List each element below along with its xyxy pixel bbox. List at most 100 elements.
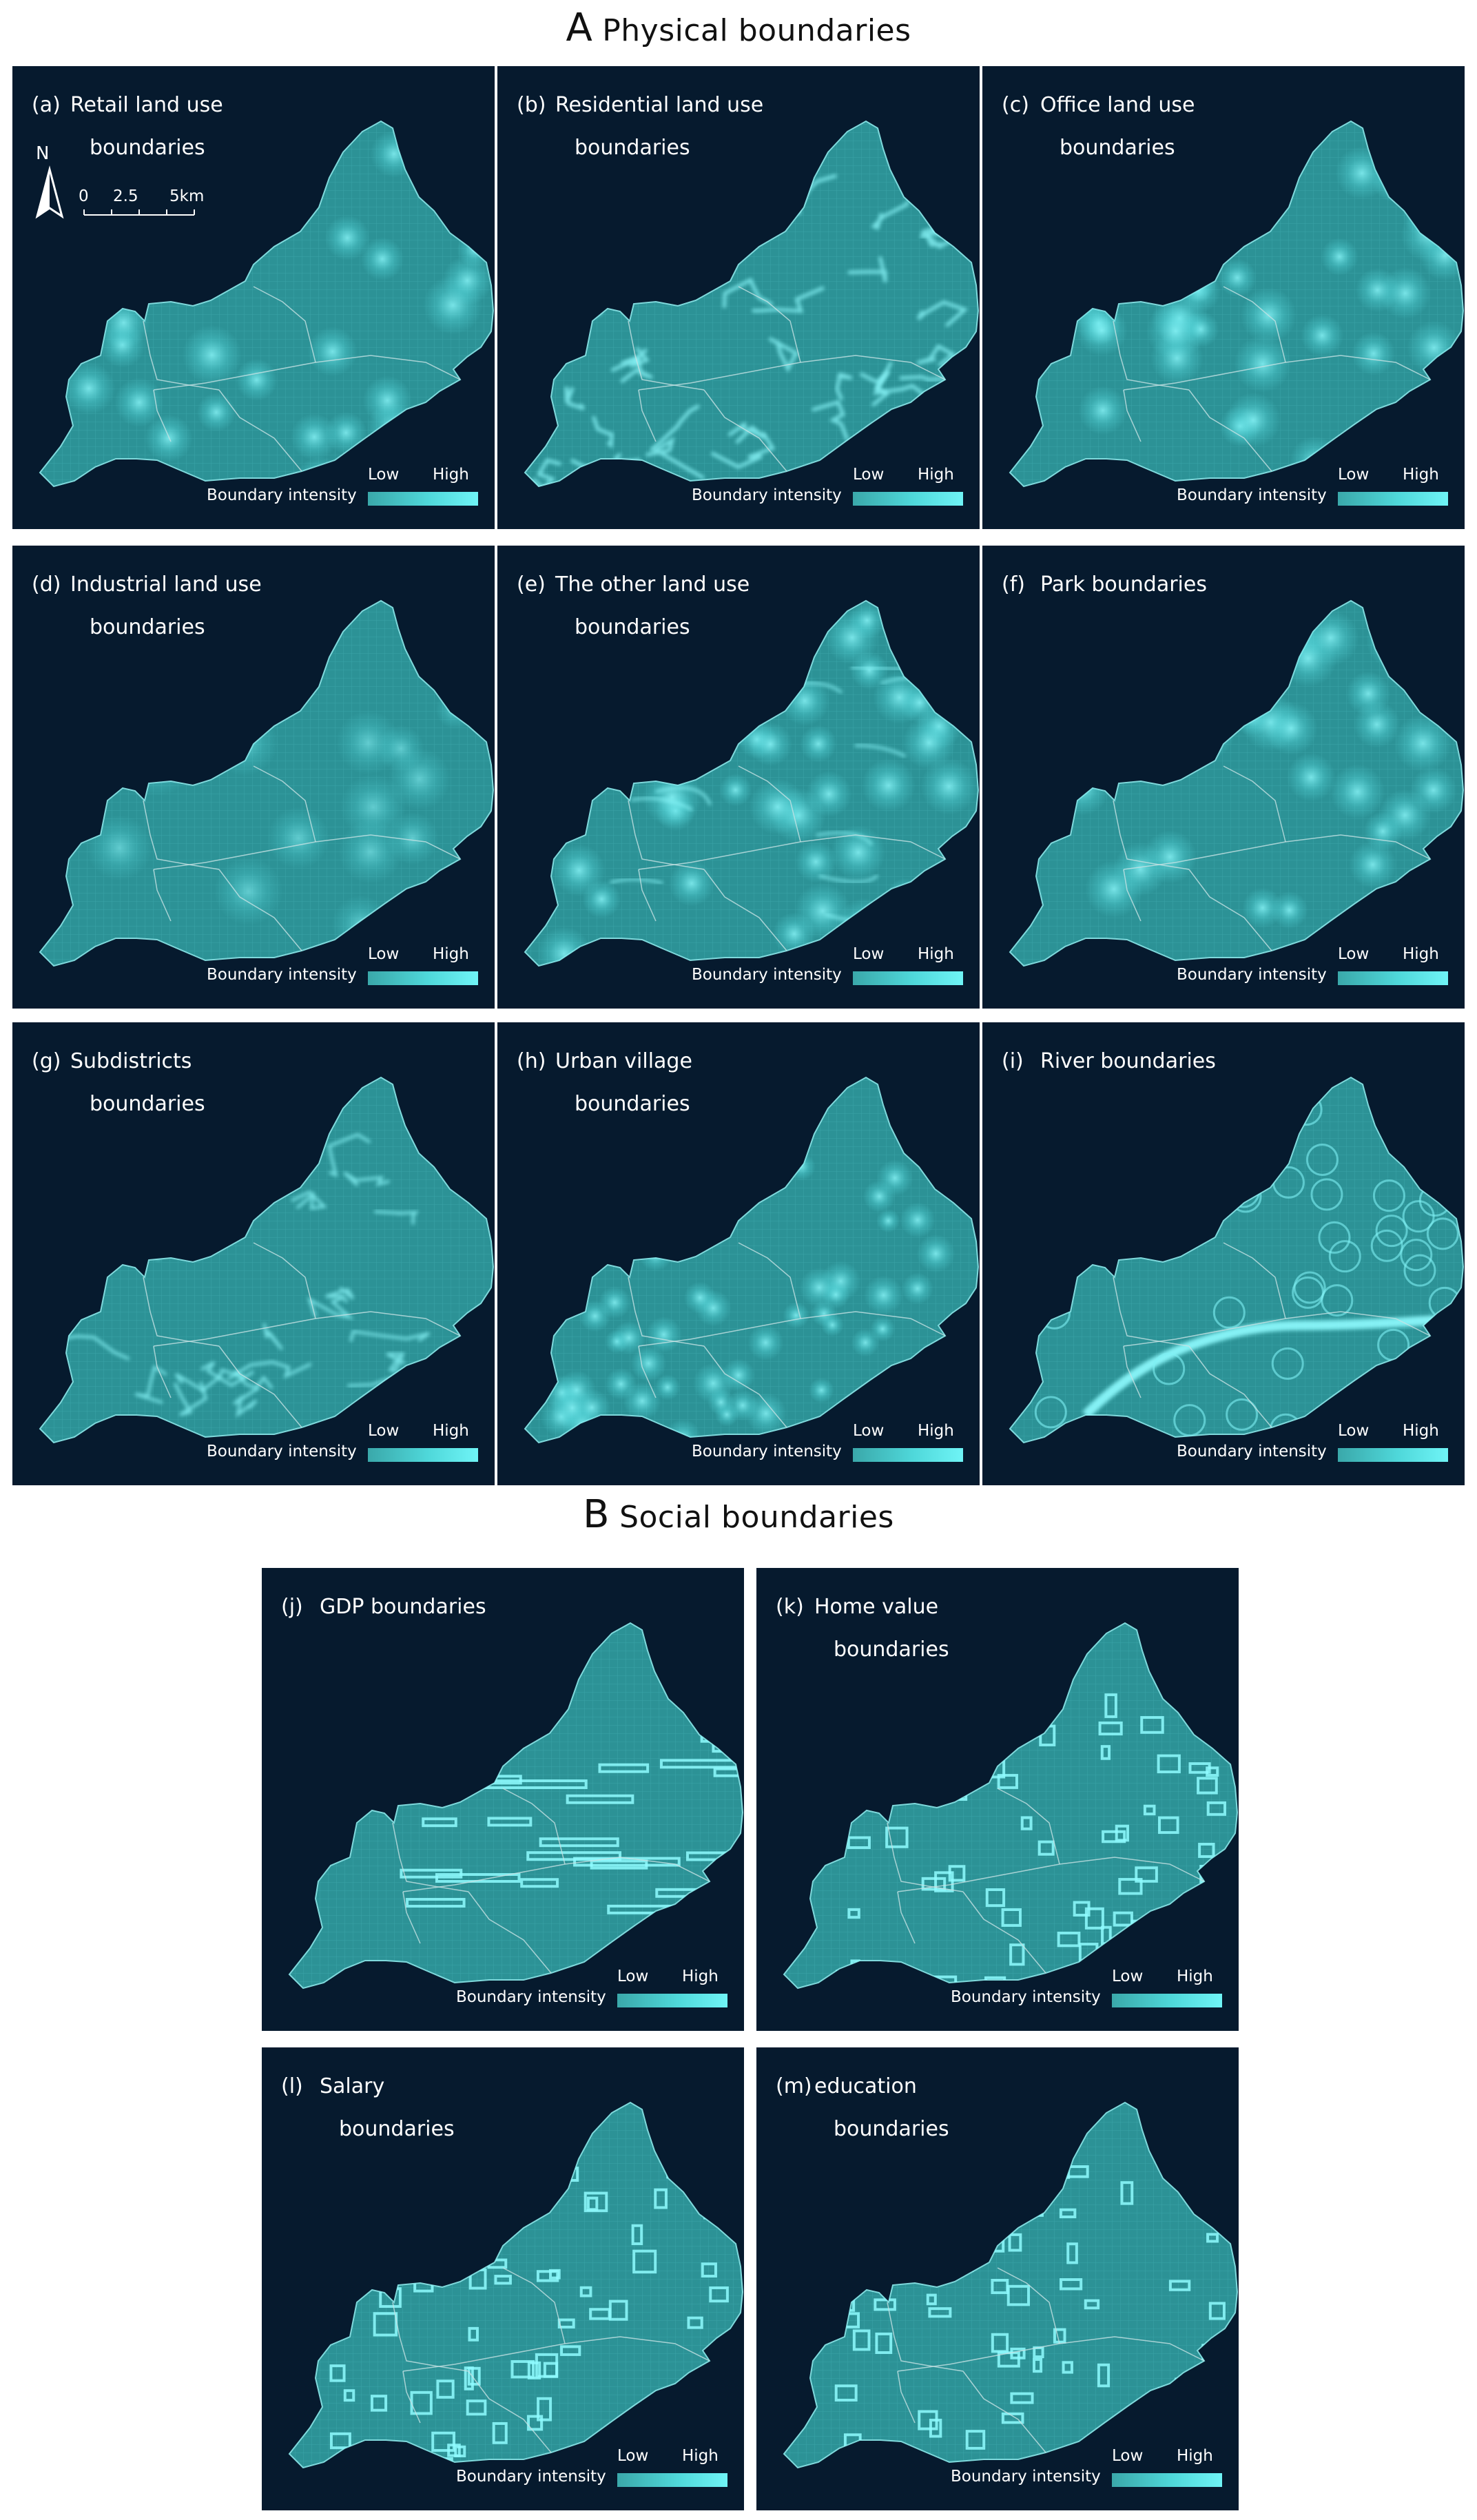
intensity-cell xyxy=(487,1817,533,1827)
panel-label: (k) Home value boundaries xyxy=(776,1586,949,1671)
panel-tag: (b) xyxy=(517,93,546,117)
intensity-cell xyxy=(329,2432,351,2450)
boundary-line xyxy=(349,1330,431,1342)
intensity-blob xyxy=(1351,331,1396,376)
intensity-blob xyxy=(547,1142,590,1184)
panel-title-line1: education xyxy=(814,2074,917,2098)
intensity-cell xyxy=(1201,2344,1226,2361)
district-boundary xyxy=(1223,1242,1286,1319)
intensity-cell xyxy=(1028,2194,1044,2217)
intensity-ring xyxy=(1292,1276,1325,1309)
legend-high-label: High xyxy=(918,945,954,963)
intensity-blob xyxy=(42,291,91,340)
intensity-cell xyxy=(1084,1907,1104,1930)
boundary-line xyxy=(883,406,964,449)
study-area-map xyxy=(524,120,980,488)
intensity-cell xyxy=(436,2379,455,2399)
panel-title-line2: boundaries xyxy=(90,615,205,639)
map-panel-park: (f) Park boundaries Low High Boundary intens… xyxy=(982,546,1465,1009)
intensity-blob xyxy=(1179,703,1236,760)
panel-tag: (h) xyxy=(517,1049,546,1073)
intensity-blob xyxy=(668,860,715,907)
intensity-cell xyxy=(439,2457,453,2468)
intensity-cell xyxy=(985,1888,1006,1908)
intensity-cell xyxy=(422,1817,457,1828)
district-boundary xyxy=(218,389,302,472)
district-boundary xyxy=(253,1242,316,1319)
intensity-cell xyxy=(1201,1912,1214,1923)
intensity-cell xyxy=(1158,1816,1179,1835)
intensity-blob xyxy=(386,812,439,865)
intensity-cell xyxy=(1094,2441,1108,2452)
panel-title-line2: boundaries xyxy=(339,2117,455,2141)
intensity-cell xyxy=(1060,2278,1083,2291)
panel-tag: (c) xyxy=(1002,93,1029,117)
intensity-blob xyxy=(584,708,643,767)
legend-title: Boundary intensity xyxy=(207,966,357,984)
intensity-blob xyxy=(946,1088,978,1127)
intensity-blob xyxy=(747,1324,784,1361)
boundary-line xyxy=(630,796,693,812)
intensity-blob xyxy=(623,1381,661,1421)
intensity-blob xyxy=(1179,623,1239,683)
intensity-cell xyxy=(583,2191,608,2213)
intensity-blob xyxy=(920,1392,952,1423)
legend-title: Boundary intensity xyxy=(692,486,842,504)
legend-title: Boundary intensity xyxy=(1177,486,1327,504)
intensity-cell xyxy=(464,2366,474,2390)
legend-color-bar xyxy=(1112,2473,1222,2487)
intensity-blob xyxy=(710,688,756,732)
legend-title: Boundary intensity xyxy=(207,486,357,504)
intensity-cell xyxy=(991,2333,1009,2353)
intensity-cell xyxy=(1057,1931,1081,1948)
intensity-cell xyxy=(832,2251,856,2268)
intensity-cell xyxy=(1100,1745,1111,1760)
section-letter: A xyxy=(566,6,593,50)
intensity-cell xyxy=(874,2298,896,2311)
study-area-map xyxy=(1009,599,1465,967)
intensity-cell xyxy=(1020,1816,1033,1830)
district-boundary xyxy=(502,2267,566,2344)
intensity-cell xyxy=(549,2269,561,2280)
intensity-cell xyxy=(1066,2242,1078,2264)
intensity-cell xyxy=(537,2397,552,2421)
intensity-cell xyxy=(490,2198,515,2218)
intensity-cell xyxy=(936,1762,957,1779)
legend-high-label: High xyxy=(1403,466,1439,484)
boundary-line xyxy=(231,1175,256,1202)
intensity-cell xyxy=(386,1764,495,1775)
intensity-blob xyxy=(1302,610,1359,667)
map-panel-home-value: (k) Home value boundaries Low High Boundary i… xyxy=(756,1568,1239,2031)
intensity-cell xyxy=(703,2204,718,2220)
intensity-blob xyxy=(582,880,621,919)
district-boundary xyxy=(468,2371,552,2453)
intensity-blob xyxy=(645,1316,682,1353)
intensity-blob xyxy=(585,1177,610,1203)
intensity-blob xyxy=(40,801,84,850)
boundary-line xyxy=(916,344,957,367)
intensity-blob xyxy=(572,1388,611,1427)
intensity-cell xyxy=(539,1837,619,1848)
intensity-cell xyxy=(1073,1901,1091,1917)
intensity-cell xyxy=(630,2428,648,2445)
panel-title-line2: boundaries xyxy=(90,136,205,160)
section-title-social: B Social boundaries xyxy=(0,1492,1477,1537)
panel-tag: (k) xyxy=(776,1595,804,1619)
intensity-cell xyxy=(1006,2284,1031,2306)
boundary-line xyxy=(705,165,735,192)
study-area-map xyxy=(39,120,495,488)
legend-title: Boundary intensity xyxy=(456,2468,606,2486)
intensity-cell xyxy=(431,2431,456,2452)
boundary-line xyxy=(531,458,561,486)
intensity-ring xyxy=(1375,1215,1408,1248)
intensity-cell xyxy=(348,2281,362,2300)
map-panel-other: (e) The other land use boundaries Low High Bo… xyxy=(497,546,980,1009)
intensity-blob xyxy=(1330,764,1385,820)
panel-tag: (j) xyxy=(281,1595,303,1619)
intensity-blob xyxy=(749,778,806,836)
intensity-cell xyxy=(701,2262,717,2278)
intensity-cell xyxy=(666,2163,678,2179)
district-boundary xyxy=(1123,869,1142,922)
intensity-ring xyxy=(1155,1172,1188,1205)
intensity-blob xyxy=(761,1099,801,1138)
